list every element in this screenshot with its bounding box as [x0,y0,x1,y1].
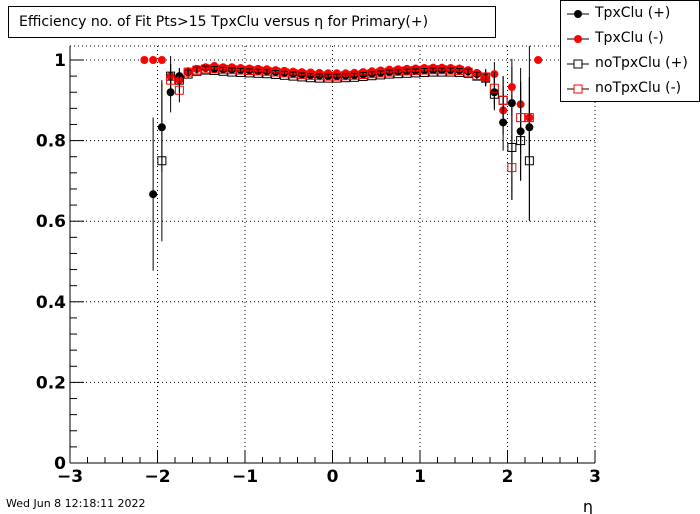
data-point-filled-circle [332,69,341,78]
y-tick-label: 1 [54,51,66,71]
data-point-open-square [218,64,228,74]
data-point-open-square [481,72,491,82]
data-point-filled-circle [534,56,543,64]
data-point-open-square [402,66,412,76]
data-point-filled-circle [149,56,158,64]
data-point-open-square [411,65,421,75]
data-marks [140,46,543,271]
data-point-open-square [271,67,281,77]
x-axis-label: η [583,497,593,514]
data-point-open-square [428,65,438,75]
y-tick-label: 0.4 [36,293,66,313]
y-tick-label: 0.2 [36,373,66,393]
series-notpxclu- [157,55,534,242]
legend: TpxClu (+) TpxClu (-) noTpxClu (+) noTpx… [560,0,700,102]
data-point-open-square [288,69,298,79]
x-tick-label: −1 [232,467,258,487]
data-point-open-square [314,71,324,81]
data-point-open-square [454,65,464,75]
y-tick-label: 0.8 [36,132,66,152]
filled-circle-black-icon [567,10,589,18]
legend-item-tpxclu-plus: TpxClu (+) [561,3,699,25]
data-point-open-square [367,69,377,79]
chart-title: Efficiency no. of Fit Pts>15 TpxClu vers… [19,14,429,30]
data-point-open-square [209,64,219,74]
data-point-open-square [297,70,307,80]
data-point-open-square [472,70,482,80]
data-point-open-square [437,65,447,75]
data-point-open-square [279,68,289,78]
data-point-open-square [174,85,184,95]
data-point-open-square [498,95,508,105]
grid-lines [70,45,596,463]
data-point-open-square [516,113,526,123]
legend-item-notpxclu-plus: noTpxClu (+) [561,53,699,75]
data-point-open-square [393,66,403,76]
data-point-open-square [507,163,517,173]
x-tick-label: 0 [327,467,339,487]
data-point-open-square [183,67,193,77]
open-square-red-icon [567,84,589,94]
data-point-open-square [253,66,263,76]
timestamp: Wed Jun 8 12:18:11 2022 [6,497,146,510]
data-point-open-square [201,64,211,74]
data-point-filled-circle [324,69,333,78]
data-point-open-square [489,83,499,93]
tick-labels: −3 −2 −1 0 1 2 3 0 0.2 0.4 0.6 0.8 1 [36,51,601,487]
legend-label: TpxClu (+) [595,5,671,21]
axes [69,46,596,464]
data-point-open-square [341,71,351,81]
data-point-open-square [306,70,316,80]
data-point-filled-circle [507,83,516,92]
data-point-filled-circle [315,68,324,77]
data-point-open-square [157,156,167,166]
x-tick-label: 3 [589,467,601,487]
data-point-open-square [358,70,368,80]
data-point-open-square [262,66,272,76]
x-tick-label: −3 [57,467,83,487]
legend-item-notpxclu-minus: noTpxClu (-) [561,78,699,100]
data-point-open-square [244,65,254,75]
data-point-filled-circle [149,190,158,199]
y-tick-label: 0 [54,454,66,474]
data-point-open-square [323,71,333,81]
data-point-open-square [166,75,176,85]
data-point-filled-circle [157,56,166,64]
data-point-open-square [419,65,429,75]
legend-item-tpxclu-minus: TpxClu (-) [561,28,699,50]
x-tick-label: 1 [414,467,426,487]
data-point-open-square [192,65,202,75]
open-square-black-icon [567,59,589,69]
legend-label: noTpxClu (-) [595,80,682,96]
series-notpxclu- [166,64,534,200]
legend-label: noTpxClu (+) [595,55,688,71]
data-point-open-square [384,67,394,77]
data-point-open-square [446,65,456,75]
data-point-filled-circle [140,56,149,64]
x-tick-label: −2 [144,467,170,487]
data-point-open-square [463,67,473,77]
x-tick-label: 2 [502,467,514,487]
data-point-open-square [349,70,359,80]
filled-circle-red-icon [567,35,589,43]
data-point-open-square [236,65,246,75]
data-point-open-square [524,113,534,123]
data-point-filled-circle [306,68,315,77]
data-point-open-square [332,71,342,81]
y-tick-label: 0.6 [36,212,66,232]
chart-title-box: Efficiency no. of Fit Pts>15 TpxClu vers… [8,6,496,38]
legend-label: TpxClu (-) [595,30,664,46]
data-point-open-square [227,65,237,75]
data-point-open-square [376,68,386,78]
